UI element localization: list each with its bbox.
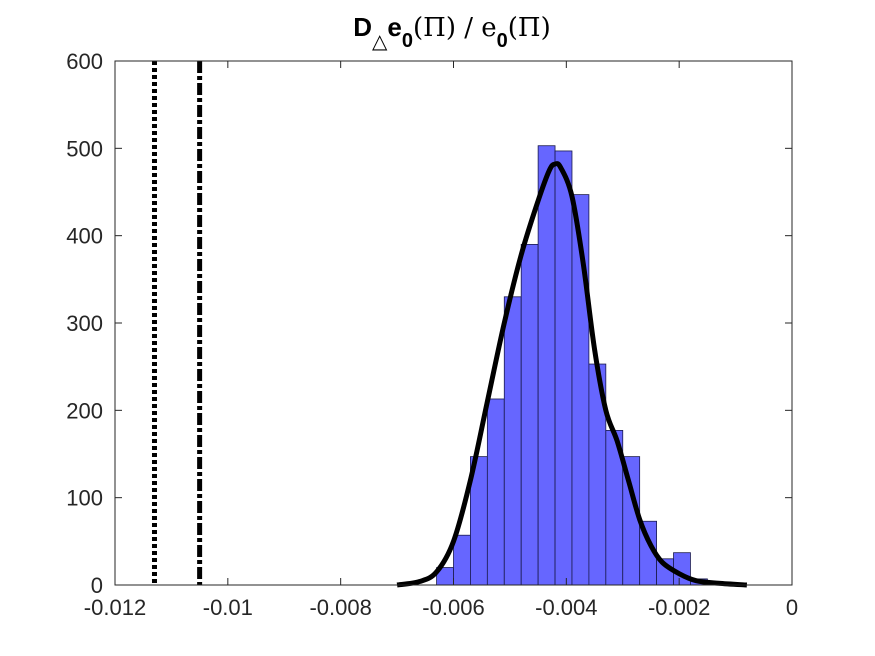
y-tick-label: 500 bbox=[66, 136, 103, 161]
histogram-bar bbox=[537, 145, 556, 586]
histogram-bar bbox=[520, 243, 539, 586]
x-tick-label: -0.01 bbox=[203, 595, 253, 620]
histogram-bar bbox=[503, 296, 522, 586]
x-tick-label: -0.002 bbox=[648, 595, 710, 620]
y-tick-label: 200 bbox=[66, 398, 103, 423]
x-tick-label: -0.008 bbox=[309, 595, 371, 620]
y-tick-label: 300 bbox=[66, 311, 103, 336]
x-tick-label: -0.004 bbox=[535, 595, 597, 620]
title-subscript: 0 bbox=[497, 30, 508, 52]
title-subscript: △ bbox=[372, 29, 388, 53]
y-tick-label: 100 bbox=[66, 486, 103, 511]
density-curve bbox=[396, 161, 748, 588]
title-segment: e bbox=[387, 12, 401, 42]
title-segment: D bbox=[353, 12, 372, 42]
y-tick-label: 600 bbox=[66, 49, 103, 74]
y-axis: 0 100 200 300 400 500 600 bbox=[66, 49, 792, 598]
y-tick-label: 0 bbox=[91, 573, 103, 598]
x-axis: -0.012 -0.01 -0.008 -0.006 -0.004 -0.002 0 bbox=[84, 61, 798, 620]
plot-area bbox=[114, 60, 793, 588]
plot-background bbox=[115, 61, 792, 585]
title-subscript: 0 bbox=[402, 30, 413, 52]
x-tick-label: -0.006 bbox=[422, 595, 484, 620]
histogram-bar bbox=[554, 150, 573, 586]
title-segment: (Π) / e bbox=[413, 13, 497, 43]
chart-title: D△e0(Π) / e0(Π) bbox=[353, 12, 551, 53]
y-tick-label: 400 bbox=[66, 224, 103, 249]
histogram-bar bbox=[486, 398, 505, 586]
histogram-bar bbox=[453, 534, 471, 586]
x-tick-label: 0 bbox=[786, 595, 798, 620]
title-segment: (Π) bbox=[508, 13, 551, 43]
x-tick-label: -0.012 bbox=[84, 595, 146, 620]
